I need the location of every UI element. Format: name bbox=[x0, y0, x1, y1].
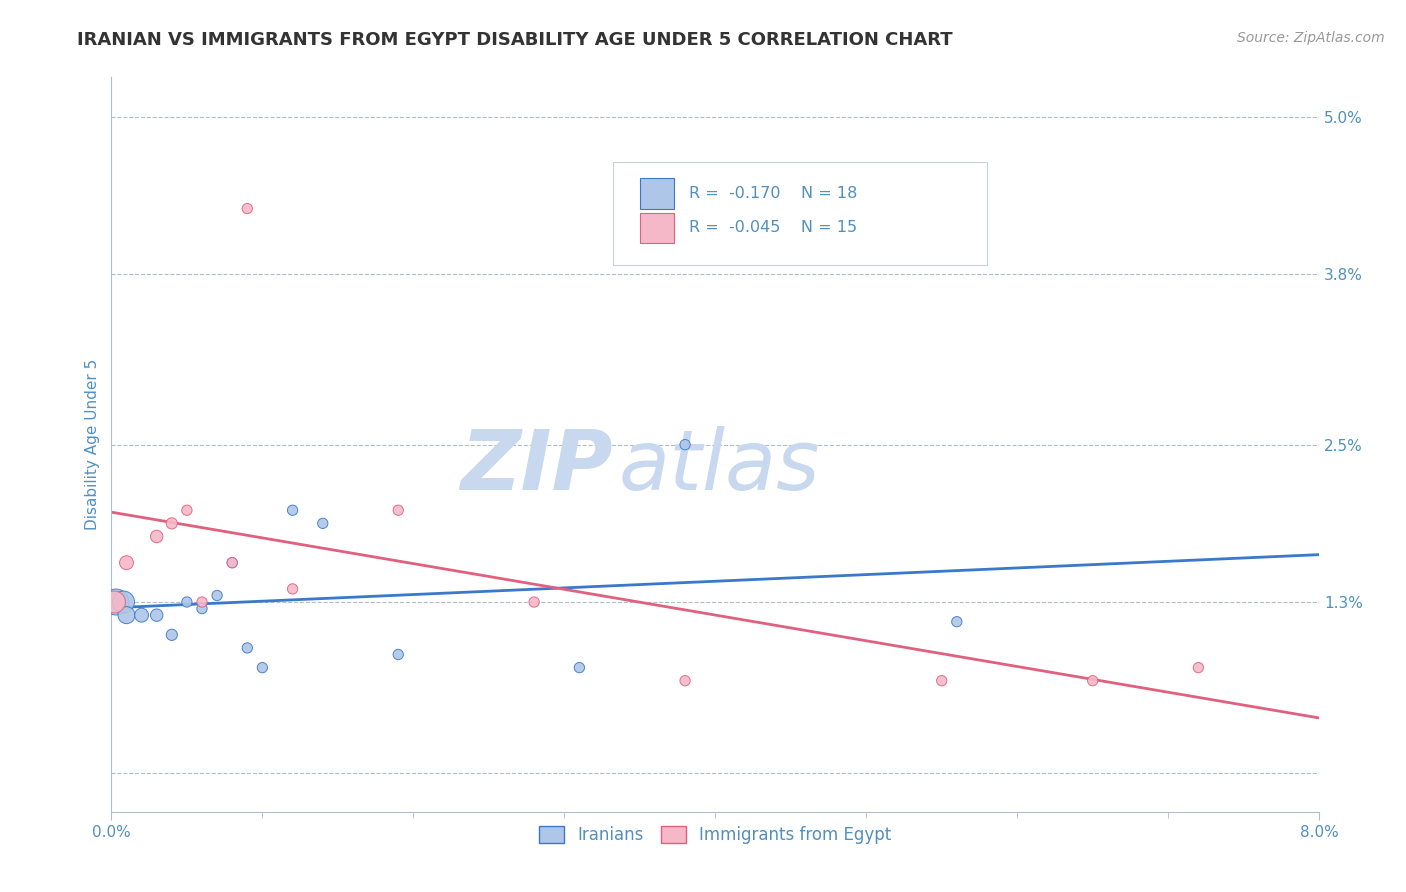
Text: atlas: atlas bbox=[619, 426, 820, 508]
Point bbox=[205, 589, 228, 603]
Y-axis label: Disability Age Under 5: Disability Age Under 5 bbox=[86, 359, 100, 530]
Point bbox=[252, 660, 274, 674]
Text: Source: ZipAtlas.com: Source: ZipAtlas.com bbox=[1237, 31, 1385, 45]
Text: ZIP: ZIP bbox=[460, 426, 613, 508]
Point bbox=[312, 516, 335, 531]
Point bbox=[221, 556, 243, 570]
Point bbox=[523, 595, 546, 609]
Point bbox=[387, 503, 409, 517]
Point bbox=[281, 503, 304, 517]
Text: IRANIAN VS IMMIGRANTS FROM EGYPT DISABILITY AGE UNDER 5 CORRELATION CHART: IRANIAN VS IMMIGRANTS FROM EGYPT DISABIL… bbox=[77, 31, 953, 49]
FancyBboxPatch shape bbox=[613, 162, 987, 265]
Point bbox=[115, 608, 138, 623]
Point bbox=[946, 615, 969, 629]
Point bbox=[236, 202, 259, 216]
Point bbox=[115, 556, 138, 570]
FancyBboxPatch shape bbox=[640, 212, 675, 244]
Point bbox=[145, 608, 167, 623]
Point bbox=[191, 601, 214, 615]
Point bbox=[236, 640, 259, 655]
Point bbox=[176, 503, 198, 517]
Point bbox=[103, 595, 125, 609]
Point bbox=[191, 595, 214, 609]
Point bbox=[568, 660, 591, 674]
Point bbox=[145, 529, 167, 543]
Point bbox=[160, 628, 183, 642]
Point bbox=[281, 582, 304, 596]
Point bbox=[673, 673, 696, 688]
Point bbox=[221, 556, 243, 570]
Point bbox=[160, 516, 183, 531]
Point bbox=[931, 673, 953, 688]
Point bbox=[1187, 660, 1209, 674]
Text: R =  -0.170    N = 18: R = -0.170 N = 18 bbox=[689, 186, 858, 201]
Point bbox=[673, 437, 696, 451]
FancyBboxPatch shape bbox=[640, 178, 675, 209]
Legend: Iranians, Immigrants from Egypt: Iranians, Immigrants from Egypt bbox=[540, 826, 891, 844]
Point bbox=[176, 595, 198, 609]
Point bbox=[1081, 673, 1104, 688]
Point bbox=[104, 595, 127, 609]
Point bbox=[387, 648, 409, 662]
Point bbox=[112, 595, 135, 609]
Point bbox=[131, 608, 153, 623]
Text: R =  -0.045    N = 15: R = -0.045 N = 15 bbox=[689, 220, 856, 235]
